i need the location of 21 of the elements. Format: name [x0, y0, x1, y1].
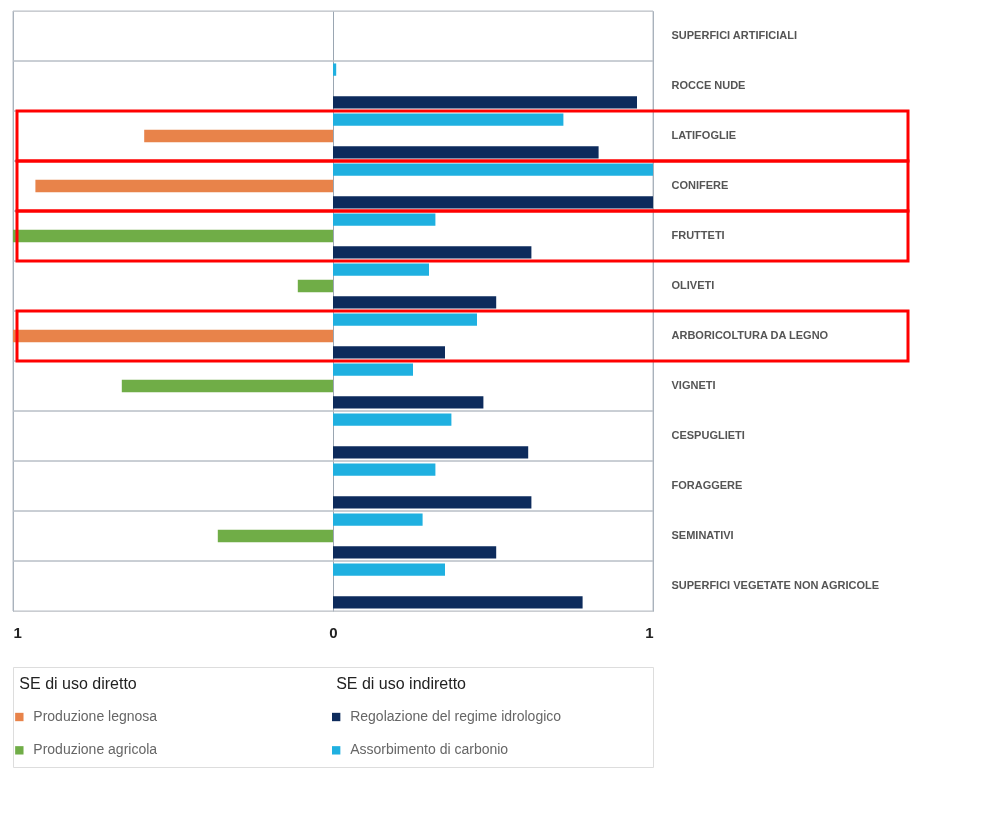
legend-label: Produzione agricola: [33, 741, 158, 758]
y-tick-label: SUPERFICI ARTIFICIALI: [671, 29, 797, 41]
y-tick-label: OLIVETI: [671, 279, 715, 291]
y-tick-label: VIGNETI: [671, 379, 716, 391]
x-tick-label: 1: [645, 623, 654, 641]
y-tick-label: SUPERFICI VEGETATE NON AGRICOLE: [671, 579, 880, 591]
y-tick-label: FORAGGERE: [671, 479, 743, 491]
x-tick-label: 0: [329, 623, 338, 641]
text: SE di uso diretto: [19, 674, 137, 692]
legend-label: Produzione legnosa: [33, 708, 158, 724]
y-tick-label: ROCCE NUDE: [671, 79, 746, 91]
text: SE di uso indiretto: [336, 674, 467, 692]
y-tick-label: CONIFERE: [671, 179, 729, 191]
y-tick-label: FRUTTETI: [671, 229, 725, 241]
y-tick-label: CESPUGLIETI: [671, 429, 745, 441]
legend-label: Assorbimento di carbonio: [350, 741, 509, 758]
legend-label: Regolazione del regime idrologico: [350, 708, 562, 724]
y-tick-label: LATIFOGLIE: [671, 129, 737, 141]
y-tick-label: SEMINATIVI: [671, 529, 734, 541]
x-tick-label: 1: [13, 623, 22, 641]
y-tick-label: ARBORICOLTURA DA LEGNO: [671, 329, 829, 341]
